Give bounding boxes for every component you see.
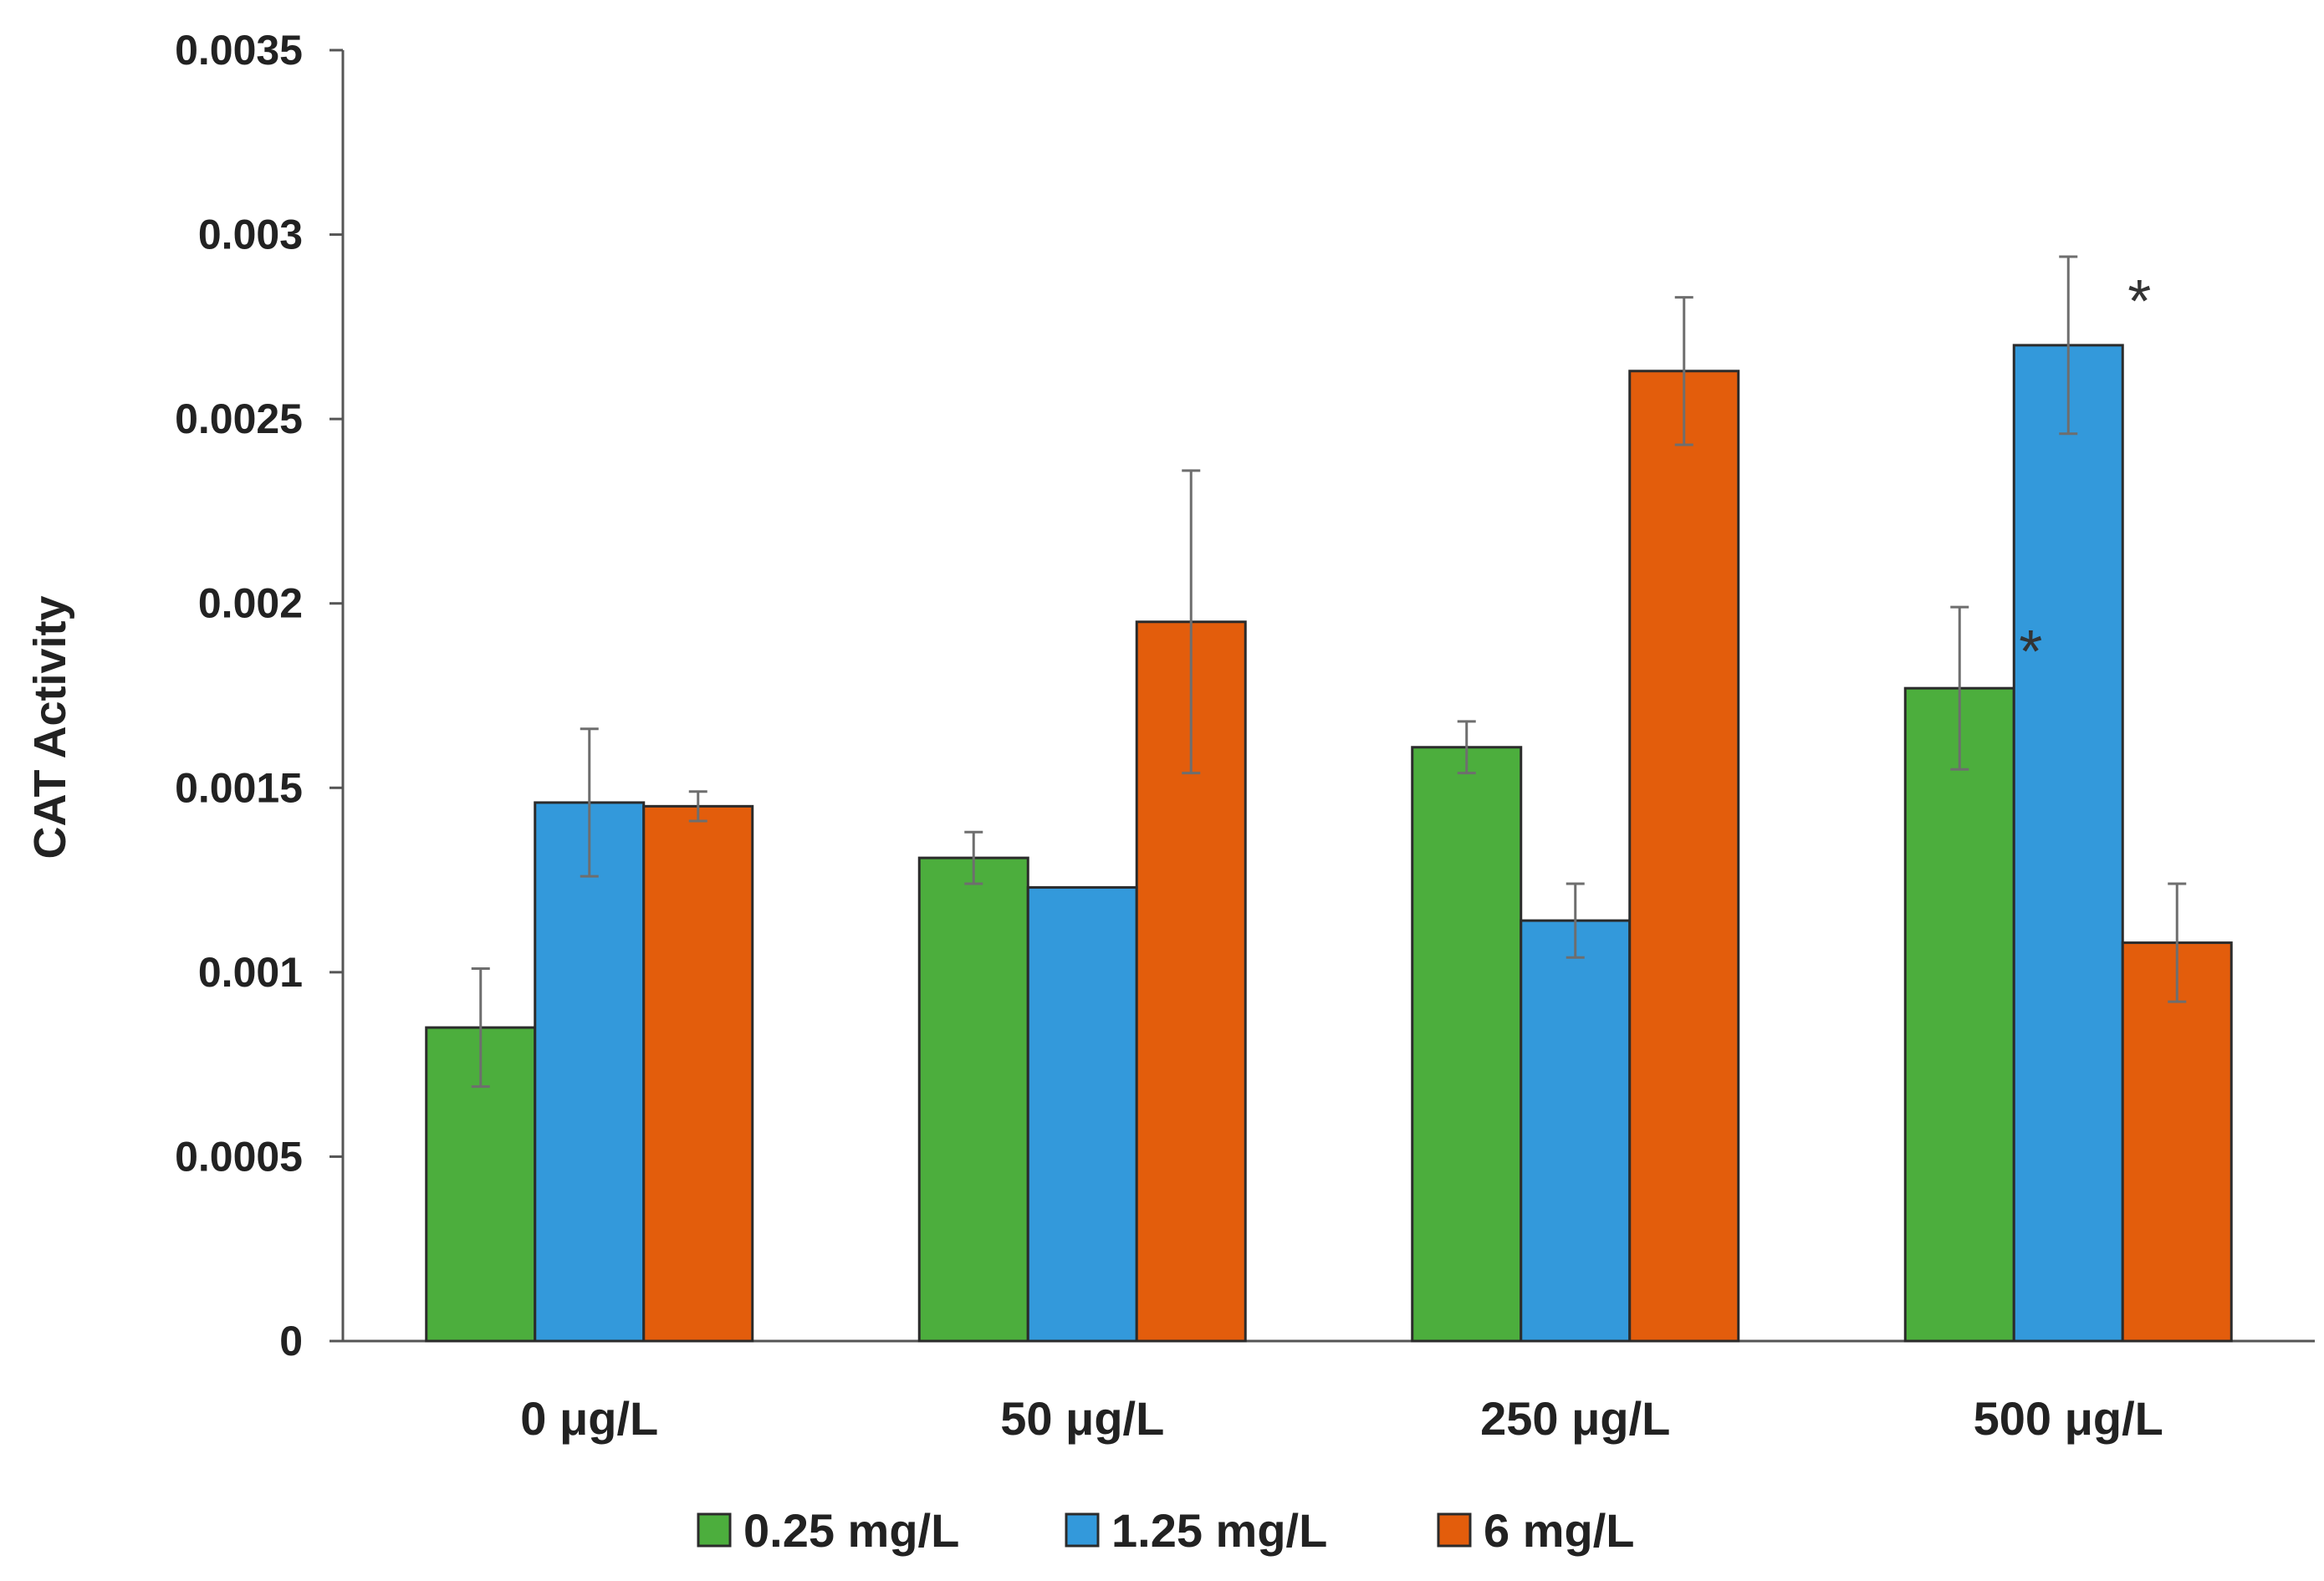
y-tick-label: 0.0035 (175, 27, 303, 74)
bar-2-0 (642, 804, 754, 1343)
bar-1-1 (1026, 885, 1138, 1343)
legend-label: 1.25 mg/L (1111, 1504, 1327, 1557)
legend: 0.25 mg/L 1.25 mg/L 6 mg/L (697, 1504, 1634, 1557)
x-axis-labels: 0 μg/L 50 μg/L 250 μg/L 500 μg/L (520, 1392, 2163, 1445)
bar-0-1 (917, 856, 1029, 1343)
significance-markers: ** (2019, 268, 2151, 686)
y-tick-label: 0.0005 (175, 1133, 303, 1180)
significance-asterisk: * (2019, 619, 2042, 686)
y-tick-label: 0.002 (198, 580, 303, 627)
bar-0-2 (1411, 746, 1523, 1343)
x-category-label: 250 μg/L (1480, 1392, 1670, 1445)
legend-swatch (1065, 1512, 1100, 1548)
bar-0-3 (1903, 686, 2015, 1343)
x-category-label: 50 μg/L (1000, 1392, 1164, 1445)
bar-2-2 (1628, 370, 1740, 1343)
y-axis-title-group: CAT Activity (25, 595, 75, 859)
bar-2-3 (2121, 941, 2233, 1343)
y-axis-title: CAT Activity (25, 595, 75, 859)
bar-1-0 (534, 801, 646, 1343)
error-bars (471, 255, 2187, 1089)
x-category-label: 500 μg/L (1974, 1392, 2163, 1445)
y-axis-ticks: 0 0.0005 0.001 0.0015 0.002 0.0025 0.003 0.0035 (175, 27, 343, 1364)
bars (425, 344, 2233, 1343)
legend-label: 0.25 mg/L (743, 1504, 959, 1557)
significance-asterisk: * (2127, 268, 2151, 335)
y-tick-label: 0 (279, 1318, 303, 1364)
legend-swatch (697, 1512, 732, 1548)
bar-1-3 (2012, 344, 2124, 1343)
y-tick-label: 0.003 (198, 212, 303, 258)
y-tick-label: 0.0025 (175, 395, 303, 442)
y-tick-label: 0.001 (198, 949, 303, 996)
legend-label: 6 mg/L (1484, 1504, 1634, 1557)
y-tick-label: 0.0015 (175, 764, 303, 811)
legend-swatch (1437, 1512, 1472, 1548)
x-category-label: 0 μg/L (520, 1392, 658, 1445)
bar-1-2 (1520, 919, 1632, 1343)
